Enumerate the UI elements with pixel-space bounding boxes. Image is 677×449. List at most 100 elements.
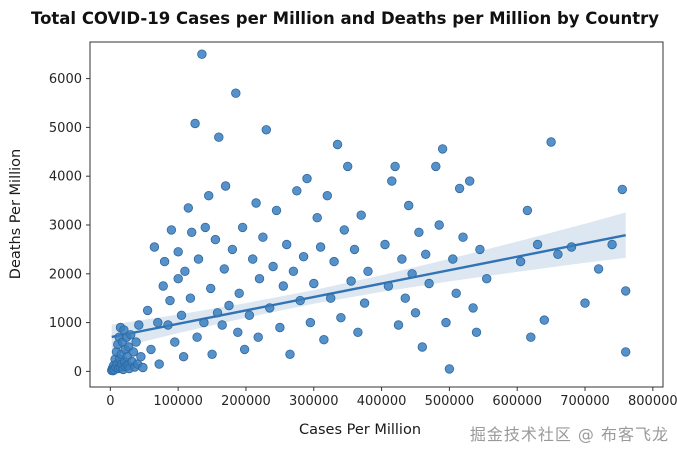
- data-point: [158, 281, 168, 291]
- data-point: [343, 161, 353, 172]
- y-tick-label: 2000: [49, 267, 82, 282]
- x-tick-label: 300000: [289, 394, 339, 409]
- data-point: [176, 310, 187, 321]
- data-point: [363, 266, 373, 277]
- data-point: [353, 327, 363, 338]
- data-point: [142, 305, 153, 316]
- data-point: [173, 247, 183, 257]
- y-tick-label: 0: [74, 365, 82, 380]
- data-point: [138, 362, 148, 373]
- data-point: [173, 274, 183, 284]
- data-point: [444, 364, 455, 374]
- data-point: [315, 242, 326, 252]
- data-point: [234, 288, 244, 299]
- data-point: [210, 234, 221, 245]
- data-point: [231, 88, 241, 98]
- data-point: [136, 352, 146, 362]
- data-point: [434, 220, 444, 230]
- data-point: [356, 210, 366, 220]
- data-point: [214, 132, 224, 142]
- data-point: [336, 313, 346, 323]
- data-point: [566, 242, 577, 252]
- data-point: [465, 176, 475, 186]
- data-point: [383, 281, 394, 291]
- data-point: [265, 303, 275, 313]
- x-tick-label: 800000: [628, 394, 677, 409]
- data-point: [532, 239, 543, 250]
- data-point: [131, 337, 141, 347]
- data-point: [458, 232, 468, 242]
- axes: 0 100000 200000 300000 400000 500000 600000 700…: [49, 41, 677, 409]
- data-point: [251, 198, 261, 208]
- data-point: [268, 261, 278, 272]
- data-point: [621, 347, 631, 357]
- x-tick-label: 500000: [425, 394, 475, 409]
- x-axis-label: Cases Per Million: [299, 422, 421, 438]
- data-point: [149, 242, 160, 252]
- data-point: [233, 327, 243, 338]
- x-tick-label: 100000: [153, 394, 203, 409]
- data-point: [199, 317, 209, 328]
- y-tick-label: 3000: [49, 218, 82, 233]
- data-point: [322, 190, 333, 201]
- data-point: [326, 293, 336, 303]
- watermark: 掘金技术社区 @ 布客飞龙: [469, 425, 669, 444]
- data-point: [285, 349, 295, 360]
- data-point: [309, 278, 319, 289]
- data-point: [305, 317, 316, 328]
- data-point: [180, 266, 190, 277]
- data-point: [253, 332, 263, 342]
- data-point: [146, 344, 156, 355]
- x-tick-label: 200000: [221, 394, 271, 409]
- data-point: [178, 352, 189, 362]
- data-point: [593, 264, 604, 274]
- data-point: [207, 349, 217, 360]
- data-point: [400, 293, 411, 303]
- data-point: [312, 212, 322, 223]
- data-point: [349, 244, 360, 255]
- data-point: [475, 244, 485, 255]
- data-point: [278, 281, 289, 291]
- data-point: [258, 232, 268, 242]
- data-point: [186, 227, 197, 238]
- data-point: [227, 244, 238, 255]
- data-point: [441, 317, 451, 328]
- data-point: [414, 227, 424, 238]
- data-point: [197, 49, 207, 59]
- x-tick-label: 0: [106, 394, 114, 409]
- data-point: [359, 298, 370, 308]
- data-point: [580, 298, 590, 308]
- data-point: [212, 308, 223, 318]
- data-point: [417, 342, 428, 352]
- data-point: [522, 205, 533, 216]
- regression-line: [111, 234, 626, 339]
- data-point: [185, 293, 196, 303]
- data-point: [220, 181, 231, 191]
- data-point: [190, 118, 200, 129]
- data-point: [607, 239, 617, 250]
- data-point: [217, 320, 227, 330]
- x-tick-label: 600000: [492, 394, 542, 409]
- y-axis-label: Deaths Per Million: [8, 149, 24, 279]
- data-point: [448, 254, 458, 264]
- data-point: [224, 300, 234, 311]
- data-point: [471, 327, 482, 338]
- confidence-band: [111, 212, 626, 350]
- data-point: [254, 274, 265, 284]
- data-point: [410, 308, 421, 318]
- data-point: [298, 252, 309, 262]
- data-point: [159, 256, 170, 267]
- data-point: [128, 347, 139, 357]
- data-point: [617, 184, 628, 195]
- data-point: [407, 269, 417, 279]
- data-point: [292, 186, 302, 196]
- data-point: [539, 315, 550, 325]
- data-point: [515, 256, 526, 267]
- data-point: [421, 249, 431, 260]
- data-point: [424, 278, 434, 289]
- data-point: [454, 183, 465, 194]
- y-tick-label: 6000: [49, 72, 82, 87]
- data-point: [621, 286, 631, 296]
- data-point: [239, 344, 250, 355]
